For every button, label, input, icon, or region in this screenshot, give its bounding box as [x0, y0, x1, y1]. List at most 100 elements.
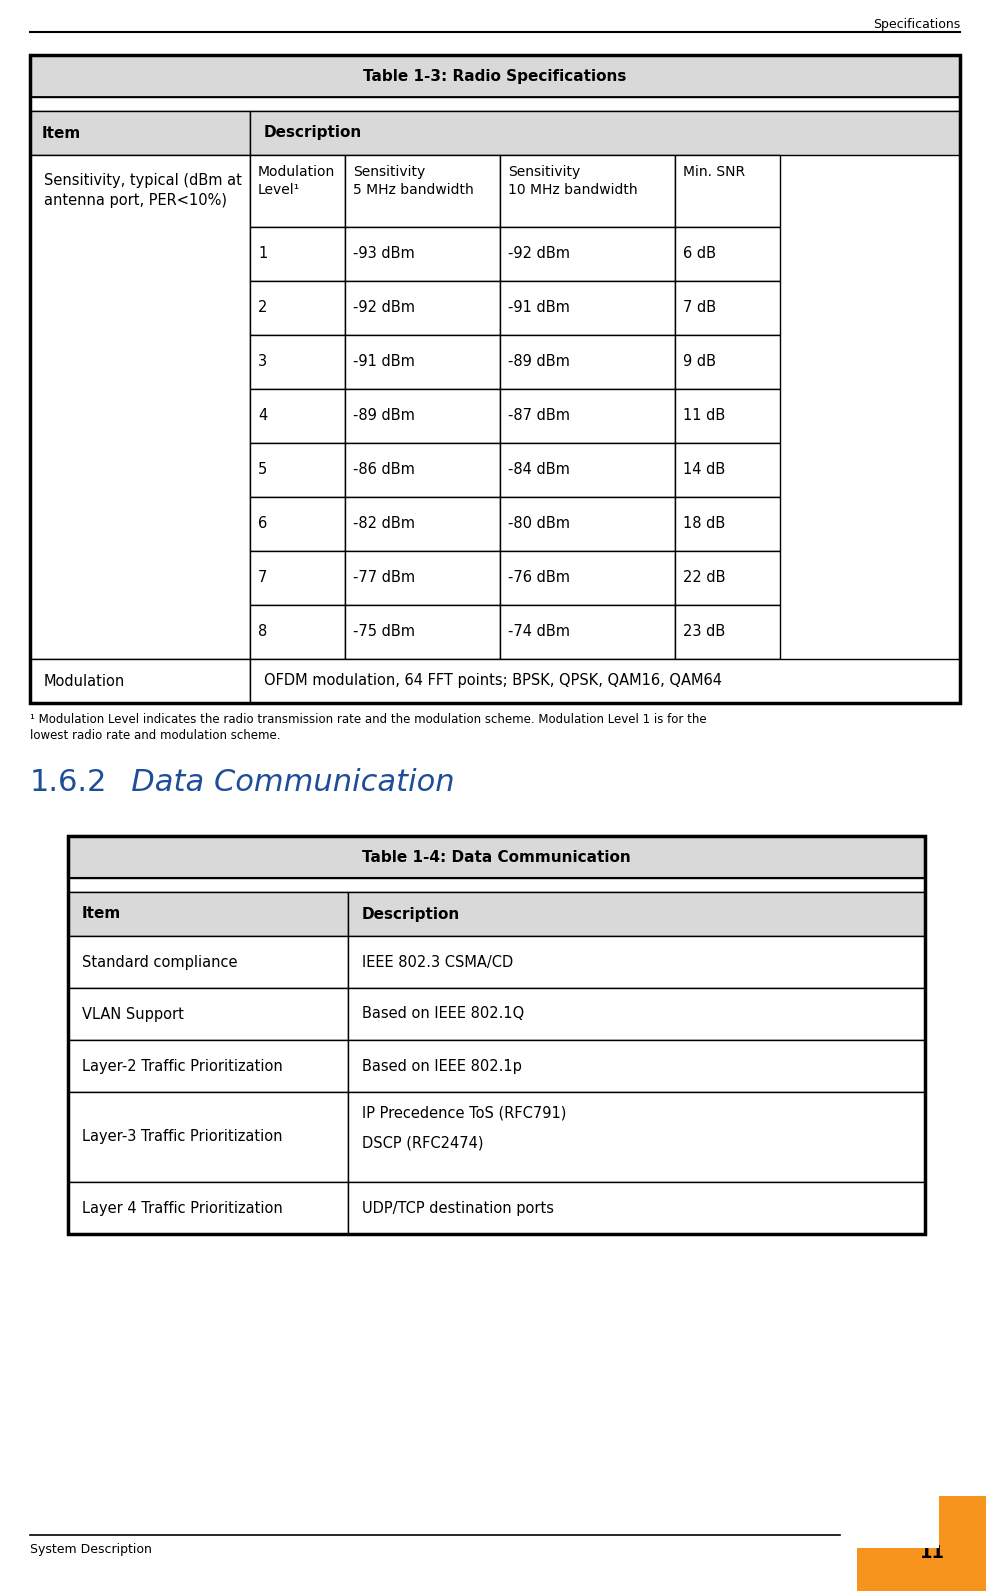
- Text: Layer 4 Traffic Prioritization: Layer 4 Traffic Prioritization: [82, 1201, 282, 1216]
- Text: -75 dBm: -75 dBm: [353, 625, 414, 640]
- Text: -87 dBm: -87 dBm: [508, 409, 570, 423]
- Bar: [500, 282, 674, 336]
- Text: Table 1-3: Radio Specifications: Table 1-3: Radio Specifications: [363, 68, 626, 83]
- Bar: [674, 336, 779, 390]
- Bar: [68, 1091, 348, 1182]
- Bar: [674, 390, 779, 442]
- Text: -91 dBm: -91 dBm: [353, 355, 414, 369]
- Bar: [348, 1041, 924, 1091]
- Bar: [345, 282, 500, 336]
- Bar: [249, 228, 345, 282]
- Text: -89 dBm: -89 dBm: [353, 409, 414, 423]
- Bar: [68, 1041, 348, 1091]
- Bar: [30, 56, 959, 97]
- Text: 7 dB: 7 dB: [682, 301, 716, 315]
- Bar: [249, 111, 959, 154]
- Bar: [500, 154, 674, 228]
- Bar: [348, 893, 924, 936]
- Text: -77 dBm: -77 dBm: [353, 571, 415, 585]
- Text: -93 dBm: -93 dBm: [353, 247, 414, 261]
- Bar: [345, 390, 500, 442]
- Text: 1: 1: [257, 247, 267, 261]
- Bar: [674, 228, 779, 282]
- Text: antenna port, PER<10%): antenna port, PER<10%): [44, 193, 227, 208]
- Bar: [68, 878, 924, 893]
- Bar: [500, 228, 674, 282]
- Text: -76 dBm: -76 dBm: [508, 571, 570, 585]
- Text: Layer-3 Traffic Prioritization: Layer-3 Traffic Prioritization: [82, 1130, 282, 1144]
- Bar: [68, 936, 348, 988]
- Text: Modulation
Level¹: Modulation Level¹: [257, 165, 335, 197]
- Text: Specifications: Specifications: [872, 18, 959, 30]
- Text: 5: 5: [257, 463, 267, 477]
- Text: 22 dB: 22 dB: [682, 571, 725, 585]
- Bar: [30, 56, 959, 703]
- Bar: [249, 390, 345, 442]
- Text: 9 dB: 9 dB: [682, 355, 715, 369]
- Text: Based on IEEE 802.1Q: Based on IEEE 802.1Q: [362, 1007, 524, 1021]
- Text: 14 dB: 14 dB: [682, 463, 725, 477]
- Text: -91 dBm: -91 dBm: [508, 301, 569, 315]
- Bar: [345, 336, 500, 390]
- Bar: [68, 893, 348, 936]
- Bar: [348, 936, 924, 988]
- Bar: [30, 97, 959, 111]
- Bar: [500, 605, 674, 659]
- Bar: [345, 550, 500, 605]
- Text: Sensitivity, typical (dBm at: Sensitivity, typical (dBm at: [44, 173, 242, 188]
- Text: Data Communication: Data Communication: [102, 768, 455, 797]
- Bar: [500, 390, 674, 442]
- Text: Based on IEEE 802.1p: Based on IEEE 802.1p: [362, 1058, 522, 1074]
- Text: -89 dBm: -89 dBm: [508, 355, 569, 369]
- Text: 11 dB: 11 dB: [682, 409, 725, 423]
- Text: 6: 6: [257, 517, 267, 531]
- Text: -86 dBm: -86 dBm: [353, 463, 414, 477]
- Text: 8: 8: [257, 625, 267, 640]
- Bar: [249, 336, 345, 390]
- Text: 6 dB: 6 dB: [682, 247, 715, 261]
- Bar: [348, 988, 924, 1041]
- Text: 23 dB: 23 dB: [682, 625, 725, 640]
- Bar: [68, 835, 924, 1235]
- Text: -82 dBm: -82 dBm: [353, 517, 414, 531]
- Text: 3: 3: [257, 355, 267, 369]
- Bar: [249, 442, 345, 496]
- Text: System Description: System Description: [30, 1543, 152, 1556]
- Text: Table 1-4: Data Communication: Table 1-4: Data Communication: [361, 850, 630, 864]
- Bar: [30, 154, 249, 659]
- Text: Description: Description: [263, 126, 362, 140]
- Bar: [674, 496, 779, 550]
- Bar: [249, 605, 345, 659]
- Bar: [674, 282, 779, 336]
- Bar: [856, 1496, 938, 1548]
- Bar: [345, 605, 500, 659]
- Text: Modulation: Modulation: [44, 673, 125, 689]
- Bar: [345, 154, 500, 228]
- Text: Sensitivity
10 MHz bandwidth: Sensitivity 10 MHz bandwidth: [508, 165, 637, 197]
- Bar: [68, 988, 348, 1041]
- Text: 7: 7: [257, 571, 267, 585]
- Text: Sensitivity
5 MHz bandwidth: Sensitivity 5 MHz bandwidth: [353, 165, 473, 197]
- Bar: [674, 154, 779, 228]
- Text: DSCP (RFC2474): DSCP (RFC2474): [362, 1136, 483, 1150]
- Text: ¹ Modulation Level indicates the radio transmission rate and the modulation sche: ¹ Modulation Level indicates the radio t…: [30, 713, 706, 725]
- Text: -84 dBm: -84 dBm: [508, 463, 569, 477]
- Text: Min. SNR: Min. SNR: [682, 165, 744, 180]
- Text: Description: Description: [362, 907, 459, 921]
- Bar: [500, 336, 674, 390]
- Bar: [249, 659, 959, 703]
- Bar: [249, 154, 345, 228]
- Text: OFDM modulation, 64 FFT points; BPSK, QPSK, QAM16, QAM64: OFDM modulation, 64 FFT points; BPSK, QP…: [263, 673, 722, 689]
- Text: IEEE 802.3 CSMA/CD: IEEE 802.3 CSMA/CD: [362, 955, 513, 969]
- Text: VLAN Support: VLAN Support: [82, 1007, 183, 1021]
- Text: 18 dB: 18 dB: [682, 517, 725, 531]
- Bar: [500, 550, 674, 605]
- Bar: [249, 550, 345, 605]
- Text: 1.6.2: 1.6.2: [30, 768, 107, 797]
- Bar: [674, 605, 779, 659]
- Text: Standard compliance: Standard compliance: [82, 955, 238, 969]
- Text: Item: Item: [82, 907, 121, 921]
- Bar: [249, 496, 345, 550]
- Bar: [856, 1496, 986, 1591]
- Bar: [500, 442, 674, 496]
